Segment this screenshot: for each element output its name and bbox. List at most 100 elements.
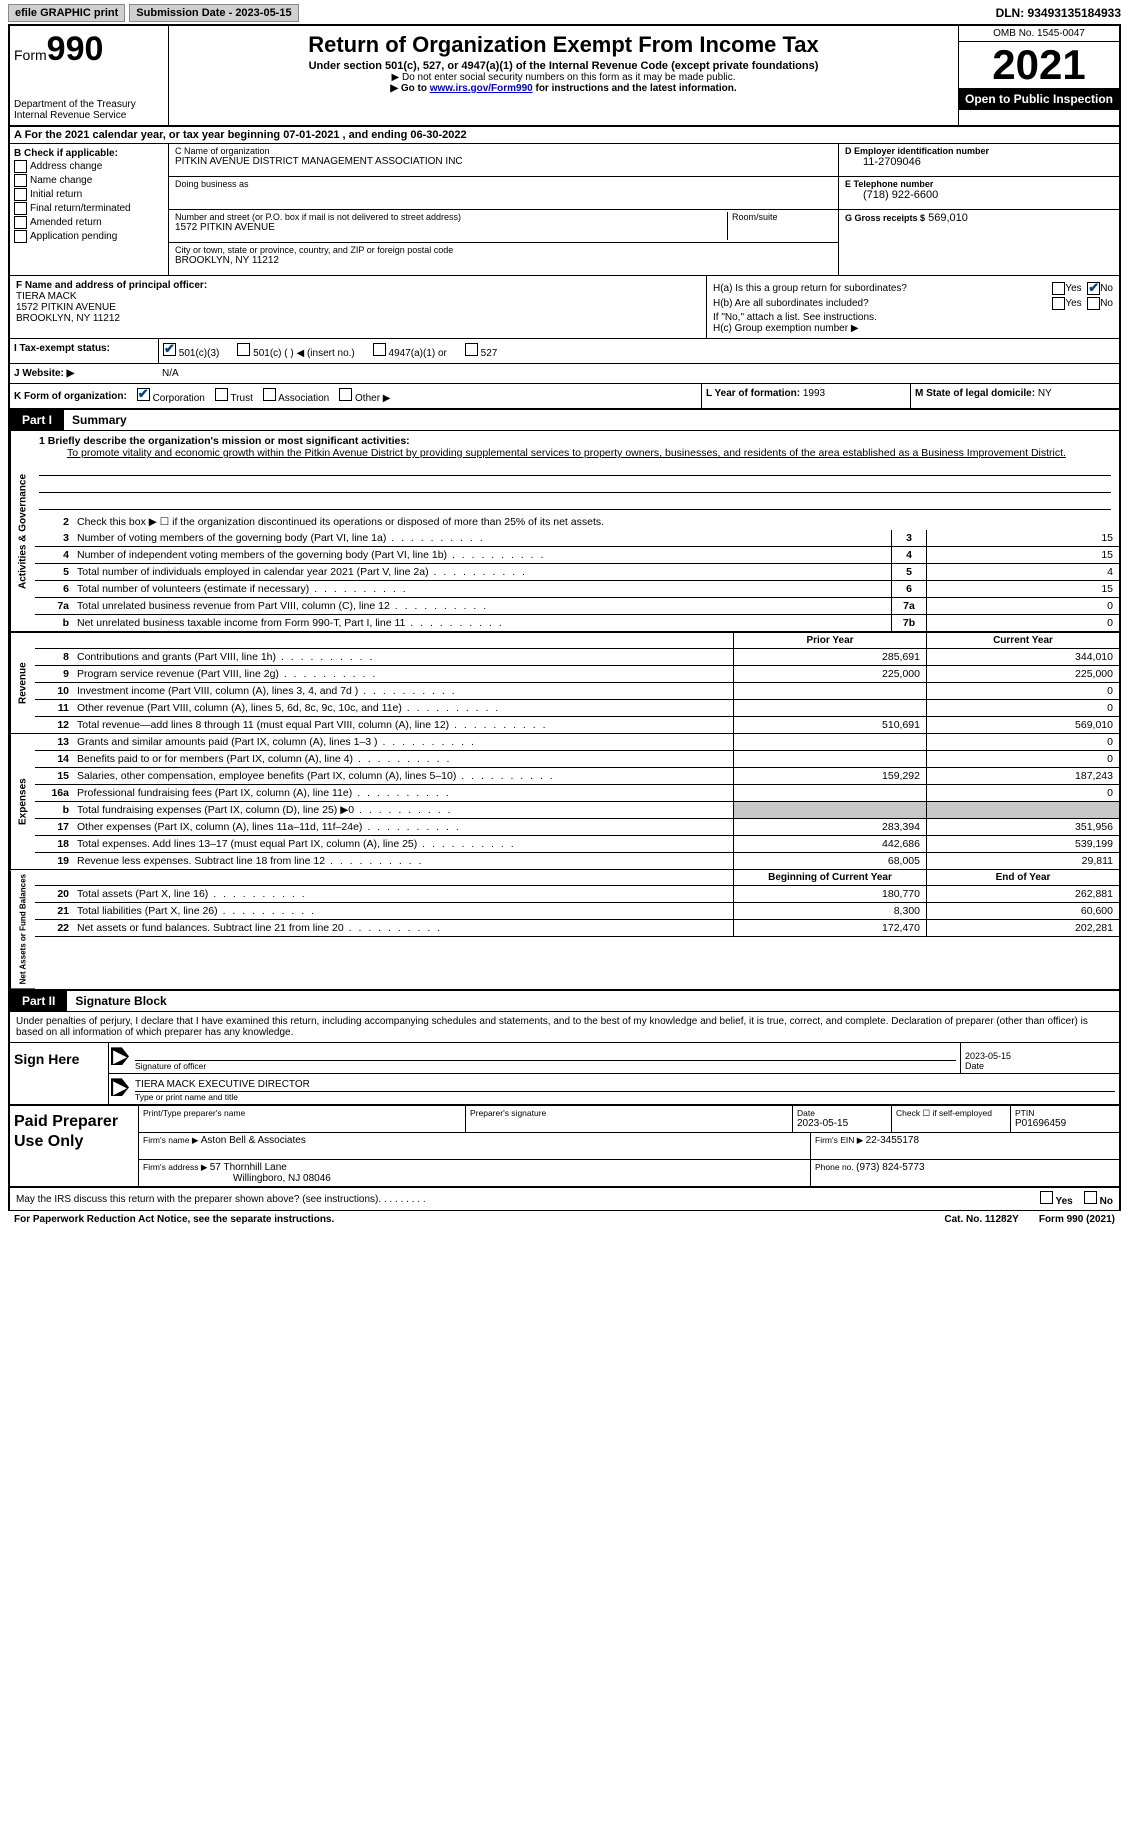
line-num: 17	[35, 819, 73, 835]
checkbox-ha-no[interactable]	[1087, 282, 1100, 295]
col-current-year: Current Year	[926, 633, 1119, 648]
line-num: 13	[35, 734, 73, 750]
line-prior	[733, 785, 926, 801]
part-2-header: Part II Signature Block	[8, 991, 1121, 1012]
hc-label: H(c) Group exemption number ▶	[713, 323, 1113, 334]
checkbox-ha-yes[interactable]	[1052, 282, 1065, 295]
opt-amended: Amended return	[30, 217, 102, 228]
line-prior: 180,770	[733, 886, 926, 902]
line-current: 225,000	[926, 666, 1119, 682]
irs-link[interactable]: www.irs.gov/Form990	[430, 83, 533, 94]
checkbox-501c[interactable]	[237, 343, 250, 356]
firm-name-value: Aston Bell & Associates	[201, 1135, 306, 1146]
line-current: 202,281	[926, 920, 1119, 936]
opt-assoc: Association	[278, 393, 329, 404]
opt-address-change: Address change	[30, 161, 102, 172]
room-label: Room/suite	[732, 212, 832, 222]
ha-no: No	[1100, 283, 1113, 294]
firm-name-label: Firm's name ▶	[143, 1135, 198, 1145]
checkbox-trust[interactable]	[215, 388, 228, 401]
checkbox-discuss-no[interactable]	[1084, 1191, 1097, 1204]
ha-yes: Yes	[1065, 283, 1081, 294]
sig-date-label: Date	[965, 1061, 1115, 1071]
line-desc: Total assets (Part X, line 16)	[73, 886, 733, 902]
line-current: 187,243	[926, 768, 1119, 784]
checkbox-corp[interactable]	[137, 388, 150, 401]
checkbox-hb-no[interactable]	[1087, 297, 1100, 310]
line-2-num: 2	[35, 514, 73, 530]
line-desc: Total unrelated business revenue from Pa…	[73, 598, 891, 614]
org-name-label: C Name of organization	[175, 146, 832, 156]
hb-yes: Yes	[1065, 298, 1081, 309]
form-number: 990	[47, 30, 104, 68]
line-desc: Investment income (Part VIII, column (A)…	[73, 683, 733, 699]
sign-here-label: Sign Here	[10, 1043, 109, 1104]
line-2-desc: Check this box ▶ ☐ if the organization d…	[73, 514, 1119, 530]
omb-number: OMB No. 1545-0047	[959, 26, 1119, 42]
line-prior: 510,691	[733, 717, 926, 733]
line-prior: 225,000	[733, 666, 926, 682]
part-1-header: Part I Summary	[8, 410, 1121, 431]
checkbox-527[interactable]	[465, 343, 478, 356]
checkbox-amended[interactable]	[14, 216, 27, 229]
dln-label: DLN: 93493135184933	[996, 6, 1121, 20]
line-num: 19	[35, 853, 73, 869]
checkbox-app-pending[interactable]	[14, 230, 27, 243]
checkbox-hb-yes[interactable]	[1052, 297, 1065, 310]
opt-501c: 501(c) ( ) ◀ (insert no.)	[253, 348, 355, 359]
prep-name-label: Print/Type preparer's name	[143, 1108, 461, 1118]
line-prior	[733, 734, 926, 750]
city-value: BROOKLYN, NY 11212	[175, 255, 832, 266]
part-2-tag: Part II	[10, 991, 67, 1011]
opt-527: 527	[481, 348, 498, 359]
line-desc: Net unrelated business taxable income fr…	[73, 615, 891, 631]
firm-phone-label: Phone no.	[815, 1162, 854, 1172]
part-1-tag: Part I	[10, 410, 64, 430]
dept-treasury: Department of the Treasury	[14, 99, 164, 110]
arrow-icon: ▶	[111, 1078, 129, 1096]
checkbox-name-change[interactable]	[14, 174, 27, 187]
checkbox-other[interactable]	[339, 388, 352, 401]
line-num: 8	[35, 649, 73, 665]
line-desc: Total fundraising expenses (Part IX, col…	[73, 802, 733, 818]
line-current: 60,600	[926, 903, 1119, 919]
col-end-year: End of Year	[926, 870, 1119, 885]
irs-label: Internal Revenue Service	[14, 110, 164, 121]
part-1-title: Summary	[64, 410, 135, 430]
line-current: 351,956	[926, 819, 1119, 835]
form-footer: Form 990 (2021)	[1039, 1214, 1115, 1225]
line-num: 15	[35, 768, 73, 784]
blank-line	[39, 461, 1111, 476]
line-box: 3	[891, 530, 926, 546]
checkbox-address-change[interactable]	[14, 160, 27, 173]
blank-line	[39, 495, 1111, 510]
line-box: 6	[891, 581, 926, 597]
line-box: 4	[891, 547, 926, 563]
opt-501c3: 501(c)(3)	[179, 348, 220, 359]
checkbox-4947[interactable]	[373, 343, 386, 356]
checkbox-initial-return[interactable]	[14, 188, 27, 201]
checkbox-final-return[interactable]	[14, 202, 27, 215]
line-current: 262,881	[926, 886, 1119, 902]
col-beginning-year: Beginning of Current Year	[733, 870, 926, 885]
firm-addr-label: Firm's address ▶	[143, 1162, 207, 1172]
line-prior: 442,686	[733, 836, 926, 852]
line-current: 0	[926, 785, 1119, 801]
efile-print-button[interactable]: efile GRAPHIC print	[8, 4, 125, 22]
line-value: 4	[926, 564, 1119, 580]
sig-date-value: 2023-05-15	[965, 1051, 1115, 1061]
line-desc: Total expenses. Add lines 13–17 (must eq…	[73, 836, 733, 852]
checkbox-501c3[interactable]	[163, 343, 176, 356]
opt-final-return: Final return/terminated	[30, 203, 131, 214]
line-prior	[733, 802, 926, 818]
officer-addr2: BROOKLYN, NY 11212	[16, 313, 700, 324]
gross-receipts-label: G Gross receipts $	[845, 213, 925, 223]
line-desc: Total number of individuals employed in …	[73, 564, 891, 580]
checkbox-assoc[interactable]	[263, 388, 276, 401]
checkbox-discuss-yes[interactable]	[1040, 1191, 1053, 1204]
form-word: Form	[14, 47, 47, 63]
mission-text: To promote vitality and economic growth …	[39, 447, 1111, 459]
submission-date-button[interactable]: Submission Date - 2023-05-15	[129, 4, 298, 22]
discuss-no: No	[1100, 1196, 1113, 1207]
line-current	[926, 802, 1119, 818]
